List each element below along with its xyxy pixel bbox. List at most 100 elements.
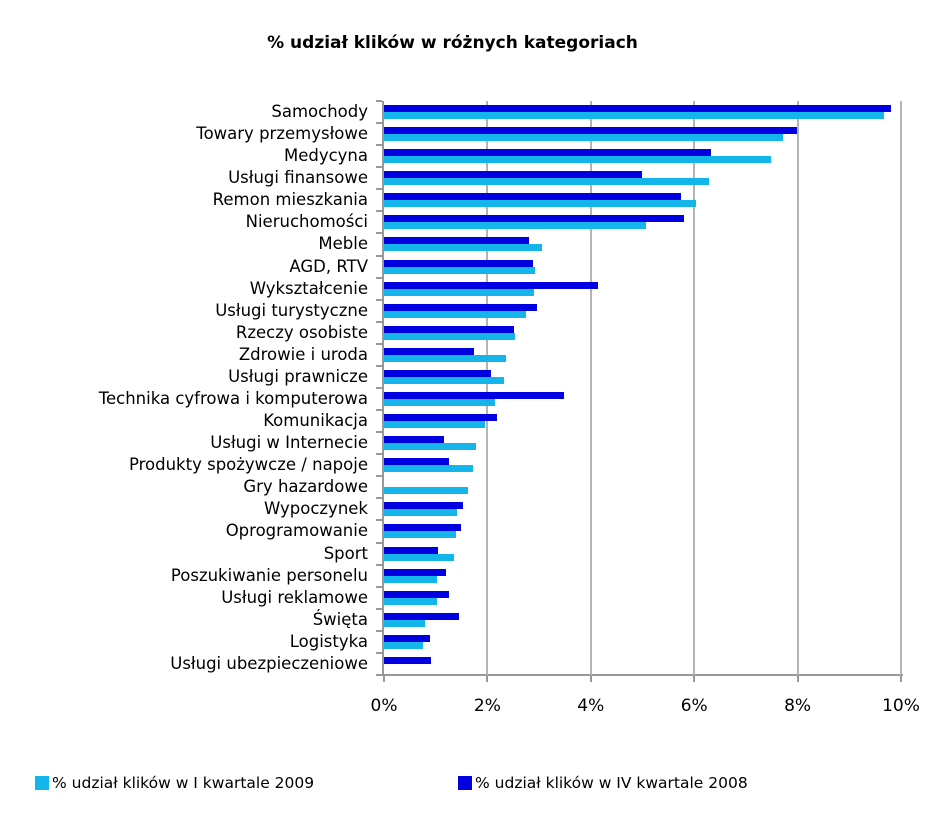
x-tick-label: 4% [577, 696, 605, 716]
bar-group [384, 167, 901, 189]
bar-q1-2009 [384, 332, 515, 340]
category-label: Samochody [271, 102, 368, 121]
y-tick [376, 342, 382, 345]
gridline [589, 101, 592, 675]
bar-q4-2008 [384, 369, 492, 377]
bar-group [384, 300, 901, 322]
bar-group [384, 256, 901, 278]
category-label: Medycyna [283, 146, 368, 166]
bar-q4-2008 [384, 458, 450, 466]
category-label: Meble [318, 234, 368, 254]
category-label: Zdrowie i uroda [238, 344, 368, 364]
x-tick [486, 676, 489, 682]
bar-q1-2009 [384, 421, 485, 429]
bar-q1-2009 [384, 354, 506, 362]
category-label: Technika cyfrowa i komputerowa [98, 389, 368, 408]
x-tick [589, 676, 592, 682]
bar-q4-2008 [384, 612, 459, 620]
bar-group [384, 565, 901, 587]
x-tick [383, 676, 385, 682]
bar-group [384, 322, 901, 344]
category-label: Święta [312, 609, 368, 629]
bar-q1-2009 [384, 376, 504, 384]
gridline [486, 101, 489, 675]
bar-group [384, 498, 901, 520]
bar-q1-2009 [384, 112, 884, 119]
legend-item-q4-2008: % udział klików w IV kwartale 2008 [458, 774, 748, 792]
category-label: Gry hazardowe [243, 477, 368, 497]
bar-q1-2009 [384, 487, 468, 495]
legend-label-q4-2008: % udział klików w IV kwartale 2008 [475, 774, 748, 792]
y-tick [376, 298, 382, 301]
y-axis [382, 101, 384, 675]
x-tick [796, 676, 799, 682]
bar-q4-2008 [384, 237, 530, 245]
y-tick [376, 563, 382, 566]
y-tick [376, 629, 382, 632]
y-tick [376, 320, 382, 323]
bar-q4-2008 [384, 590, 450, 598]
bar-q1-2009 [384, 244, 543, 252]
bar-q4-2008 [384, 149, 711, 157]
bar-group [384, 233, 901, 255]
bar-group [384, 543, 901, 565]
bar-q1-2009 [384, 575, 437, 583]
category-label: Wypoczynek [263, 499, 368, 519]
bar-group [384, 145, 901, 167]
bar-q1-2009 [384, 531, 456, 539]
x-tick-label: 0% [370, 696, 398, 716]
bar-q1-2009 [384, 200, 696, 208]
legend-swatch-q1-2009 [35, 776, 49, 790]
bar-q4-2008 [384, 171, 642, 179]
bar-q1-2009 [384, 156, 772, 164]
bar-q4-2008 [384, 215, 684, 223]
bar-q4-2008 [384, 524, 462, 532]
bar-q4-2008 [384, 656, 432, 664]
bar-q4-2008 [384, 303, 538, 311]
bar-group [384, 366, 901, 388]
bar-q1-2009 [384, 553, 454, 561]
bar-q4-2008 [384, 259, 533, 267]
bar-q4-2008 [384, 414, 498, 422]
bar-q1-2009 [384, 310, 527, 318]
bar-q4-2008 [384, 568, 447, 576]
x-tick [900, 676, 902, 682]
bar-group [384, 476, 901, 498]
legend-swatch-q4-2008 [458, 776, 472, 790]
chart-title: % udział klików w różnych kategoriach [267, 33, 638, 53]
category-label: Usługi finansowe [228, 168, 368, 188]
bar-q1-2009 [384, 222, 647, 230]
bar-q1-2009 [384, 399, 496, 406]
bar-q1-2009 [384, 134, 784, 142]
y-tick [376, 607, 382, 610]
bar-q4-2008 [384, 105, 891, 112]
category-label: Wykształcenie [249, 278, 368, 298]
x-tick-label: 6% [680, 696, 708, 716]
gridline [900, 101, 902, 675]
y-tick [376, 431, 382, 434]
x-tick-label: 8% [784, 696, 812, 716]
gridline [693, 101, 696, 675]
bar-group [384, 211, 901, 233]
bar-group [384, 278, 901, 300]
bar-q4-2008 [384, 392, 564, 399]
category-label: Produkty spożywcze / napoje [128, 455, 368, 475]
category-label: Usługi turystyczne [215, 300, 368, 320]
bar-q1-2009 [384, 266, 535, 274]
bar-group [384, 432, 901, 454]
y-tick [376, 364, 382, 367]
bar-q1-2009 [384, 178, 710, 186]
y-tick [376, 122, 382, 125]
category-label: Usługi prawnicze [228, 366, 368, 386]
bar-q1-2009 [384, 641, 423, 649]
bar-q1-2009 [384, 597, 437, 605]
category-label: Komunikacja [263, 411, 368, 431]
x-tick [693, 676, 696, 682]
y-tick [376, 585, 382, 588]
y-tick [376, 232, 382, 235]
bar-group [384, 388, 901, 410]
bar-q4-2008 [384, 347, 474, 355]
y-tick [376, 188, 382, 191]
bar-group [384, 101, 901, 123]
category-label: Logistyka [289, 631, 368, 651]
